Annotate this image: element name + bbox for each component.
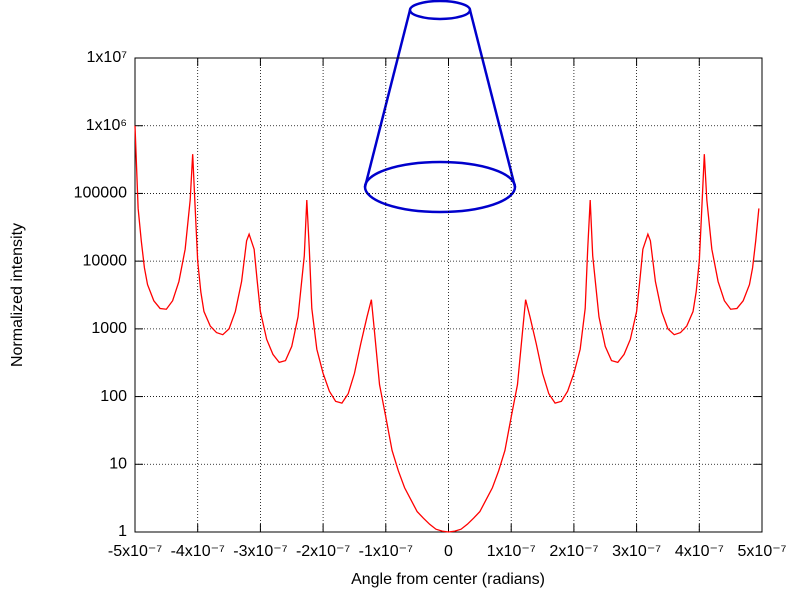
y-tick-label: 100 (100, 388, 127, 405)
y-tick-label: 1x10⁷ (87, 49, 128, 66)
x-tick-label: 0 (444, 543, 453, 560)
x-tick-label: -4x10⁻⁷ (171, 543, 225, 560)
data-line (134, 125, 760, 533)
y-tick-label: 10000 (83, 252, 128, 269)
cone-top (408, 0, 472, 21)
x-tick-label: 5x10⁻⁷ (738, 543, 787, 560)
x-tick-label: -3x10⁻⁷ (233, 543, 287, 560)
y-tick-label: 1000 (91, 320, 127, 337)
x-tick-label: -5x10⁻⁷ (108, 543, 162, 560)
cone-side (363, 9, 412, 188)
x-tick-label: 2x10⁻⁷ (549, 543, 598, 560)
x-axis-label: Angle from center (radians) (351, 571, 545, 588)
x-tick-label: 3x10⁻⁷ (612, 543, 661, 560)
cone-side (468, 9, 517, 188)
x-tick-label: 1x10⁻⁷ (487, 543, 536, 560)
cone-base (363, 160, 517, 214)
cone-figure (363, 0, 517, 214)
x-tick-label: -2x10⁻⁷ (296, 543, 350, 560)
x-tick-label: -1x10⁻⁷ (359, 543, 413, 560)
y-tick-label: 100000 (74, 185, 127, 202)
y-tick-label: 1x10⁶ (86, 117, 127, 134)
y-axis-label: Normalized intensity (9, 223, 26, 367)
y-tick-label: 1 (118, 523, 127, 540)
y-tick-label: 10 (109, 456, 127, 473)
x-tick-label: 4x10⁻⁷ (675, 543, 724, 560)
